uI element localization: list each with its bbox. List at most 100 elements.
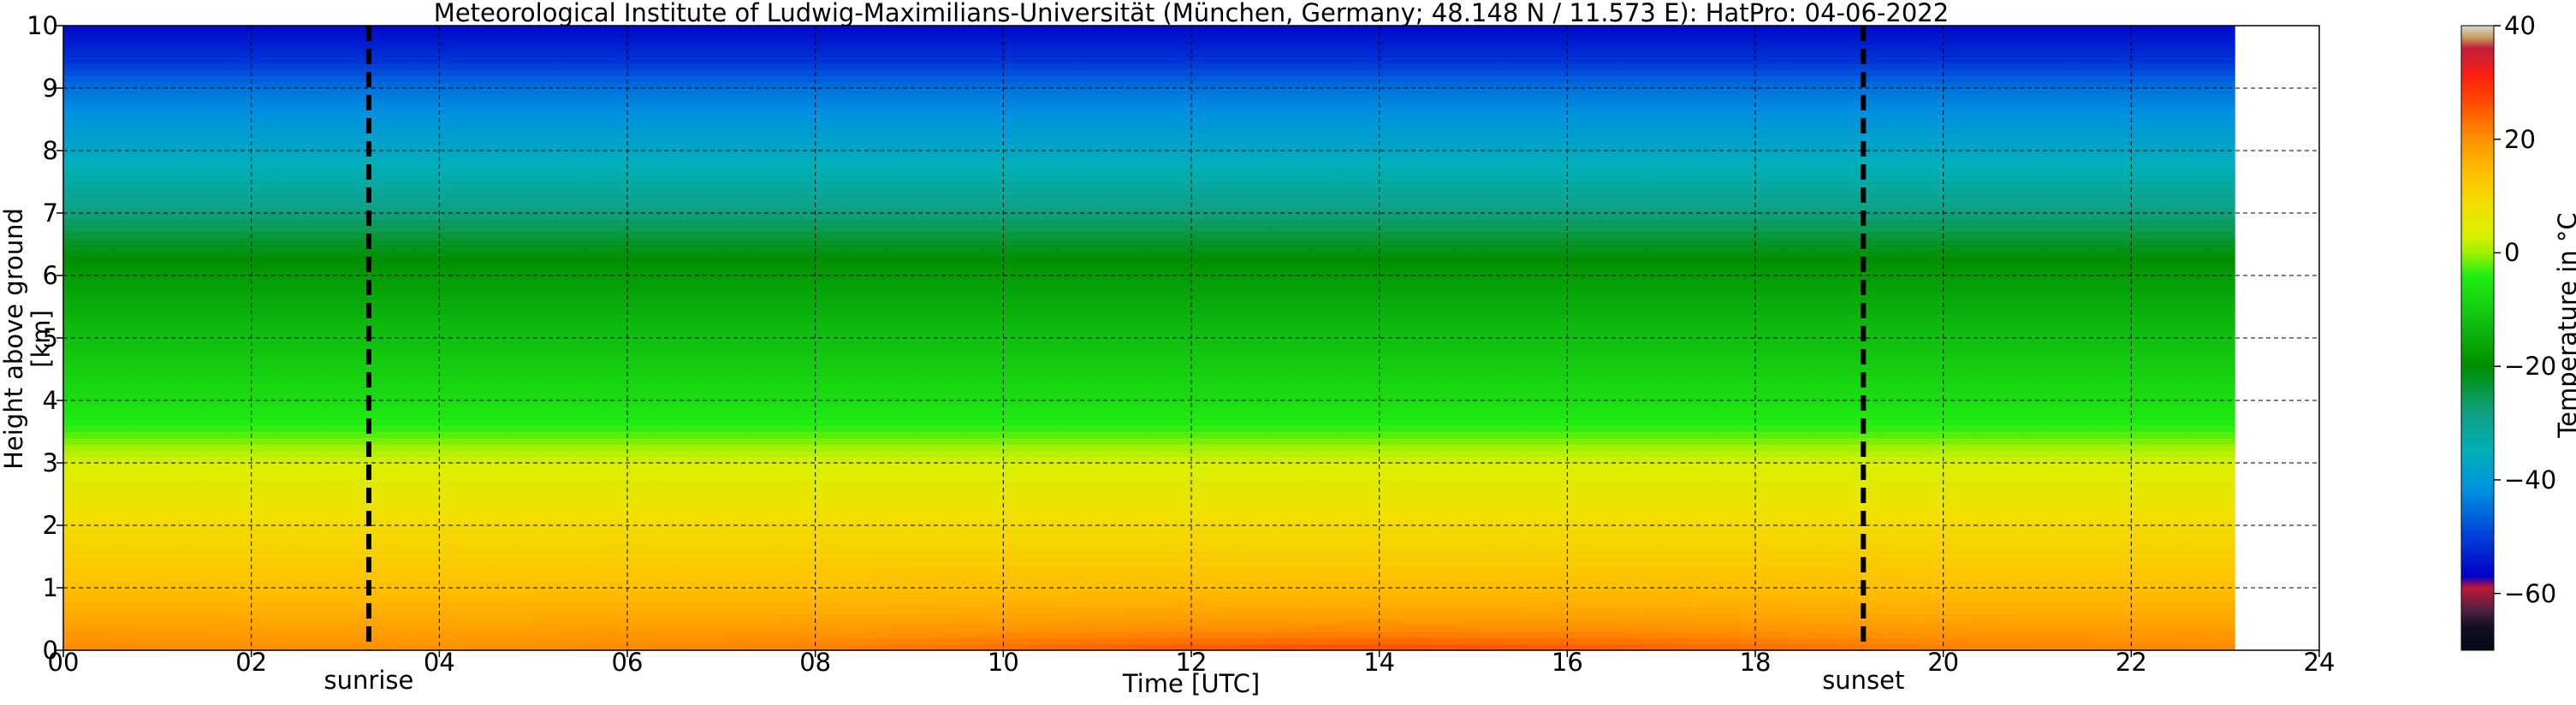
heatmap-cell bbox=[889, 406, 914, 414]
heatmap-cell bbox=[629, 369, 655, 376]
heatmap-cell bbox=[559, 550, 584, 558]
heatmap-cell bbox=[889, 531, 914, 539]
heatmap-cell bbox=[912, 463, 937, 470]
heatmap-cell bbox=[299, 213, 323, 220]
heatmap-cell bbox=[653, 163, 678, 170]
heatmap-cell bbox=[252, 219, 276, 227]
heatmap-cell bbox=[370, 119, 395, 127]
heatmap-cell bbox=[653, 113, 678, 121]
heatmap-cell bbox=[1172, 606, 1197, 613]
heatmap-cell bbox=[1125, 157, 1150, 164]
heatmap-cell bbox=[535, 106, 560, 114]
heatmap-cell bbox=[606, 643, 631, 650]
heatmap-cell bbox=[417, 500, 442, 507]
heatmap-cell bbox=[181, 425, 206, 433]
heatmap-cell bbox=[1077, 169, 1103, 176]
heatmap-cell bbox=[912, 287, 937, 295]
heatmap-cell bbox=[535, 306, 560, 314]
heatmap-cell bbox=[959, 481, 985, 489]
heatmap-cell bbox=[559, 163, 584, 170]
heatmap-cell bbox=[86, 400, 111, 407]
heatmap-cell bbox=[842, 619, 867, 626]
heatmap-cell bbox=[276, 569, 300, 576]
heatmap-cell bbox=[559, 181, 584, 189]
heatmap-cell bbox=[229, 62, 253, 70]
heatmap-cell bbox=[134, 244, 158, 252]
heatmap-cell bbox=[252, 281, 276, 289]
heatmap-cell bbox=[1101, 575, 1126, 583]
heatmap-cell bbox=[1054, 575, 1079, 583]
heatmap-cell bbox=[959, 312, 985, 320]
heatmap-cell bbox=[1196, 475, 1220, 483]
heatmap-cell bbox=[110, 594, 135, 601]
heatmap-cell bbox=[794, 281, 820, 289]
heatmap-cell bbox=[110, 450, 135, 458]
heatmap-cell bbox=[181, 456, 206, 464]
heatmap-cell bbox=[441, 287, 466, 295]
heatmap-cell bbox=[276, 300, 300, 308]
heatmap-cell bbox=[1077, 518, 1103, 526]
heatmap-cell bbox=[299, 418, 323, 426]
heatmap-cell bbox=[110, 138, 135, 145]
heatmap-cell bbox=[559, 275, 584, 282]
heatmap-cell bbox=[677, 463, 702, 470]
heatmap-cell bbox=[1054, 94, 1079, 102]
heatmap-cell bbox=[771, 38, 796, 45]
heatmap-cell bbox=[181, 206, 206, 214]
heatmap-cell bbox=[700, 619, 725, 626]
heatmap-cell bbox=[1149, 613, 1173, 620]
heatmap-cell bbox=[865, 106, 890, 114]
heatmap-cell bbox=[912, 356, 937, 364]
heatmap-cell bbox=[818, 469, 843, 477]
heatmap-cell bbox=[936, 312, 961, 320]
heatmap-cell bbox=[252, 512, 276, 520]
heatmap-cell bbox=[276, 113, 300, 121]
heatmap-cell bbox=[865, 512, 890, 520]
heatmap-cell bbox=[700, 581, 725, 589]
heatmap-cell bbox=[794, 450, 820, 458]
heatmap-cell bbox=[936, 588, 961, 595]
heatmap-cell bbox=[959, 231, 985, 239]
heatmap-cell bbox=[747, 44, 772, 51]
heatmap-cell bbox=[889, 481, 914, 489]
heatmap-cell bbox=[677, 562, 702, 570]
heatmap-cell bbox=[582, 488, 607, 495]
heatmap-cell bbox=[394, 394, 418, 401]
heatmap-cell bbox=[1007, 507, 1032, 513]
heatmap-cell bbox=[157, 594, 182, 601]
heatmap-cell bbox=[794, 300, 820, 308]
heatmap-cell bbox=[1101, 507, 1126, 513]
heatmap-cell bbox=[346, 26, 371, 33]
heatmap-cell bbox=[370, 69, 395, 76]
heatmap-cell bbox=[1172, 406, 1197, 414]
heatmap-cell bbox=[370, 531, 395, 539]
heatmap-cell bbox=[535, 494, 560, 501]
heatmap-cell bbox=[912, 200, 937, 208]
heatmap-cell bbox=[464, 331, 489, 339]
heatmap-cell bbox=[1149, 625, 1173, 632]
heatmap-cell bbox=[488, 113, 513, 121]
heatmap-cell bbox=[205, 50, 229, 58]
heatmap-cell bbox=[559, 488, 584, 495]
heatmap-cell bbox=[677, 50, 702, 58]
heatmap-cell bbox=[181, 187, 206, 195]
heatmap-cell bbox=[535, 418, 560, 426]
heatmap-cell bbox=[1030, 481, 1055, 489]
heatmap-cell bbox=[346, 194, 371, 201]
heatmap-cell bbox=[794, 344, 820, 352]
heatmap-cell bbox=[842, 450, 867, 458]
heatmap-cell bbox=[912, 375, 937, 382]
heatmap-cell bbox=[181, 263, 206, 270]
heatmap-cell bbox=[1101, 275, 1126, 282]
heatmap-cell bbox=[370, 418, 395, 426]
heatmap-cell bbox=[677, 412, 702, 420]
heatmap-cell bbox=[842, 132, 867, 139]
heatmap-cell bbox=[1125, 125, 1150, 133]
heatmap-cell bbox=[1101, 125, 1126, 133]
heatmap-cell bbox=[1007, 263, 1032, 270]
heatmap-cell bbox=[181, 287, 206, 295]
heatmap-cell bbox=[276, 537, 300, 545]
heatmap-cell bbox=[936, 62, 961, 70]
heatmap-cell bbox=[86, 437, 111, 445]
heatmap-cell bbox=[959, 456, 985, 464]
